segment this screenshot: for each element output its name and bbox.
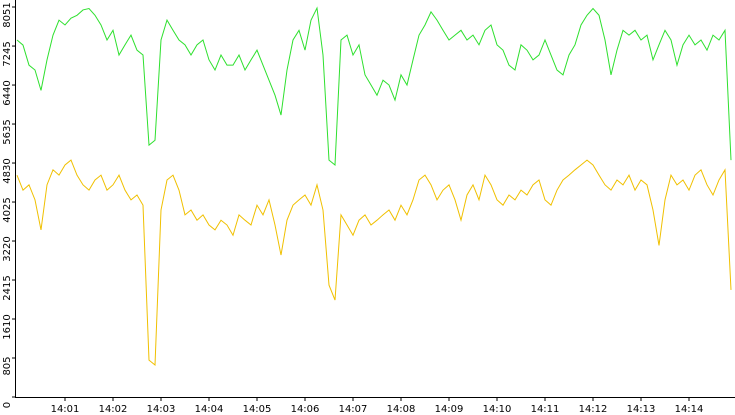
y-tick-label: 0	[2, 402, 13, 408]
x-tick-label: 14:07	[339, 404, 368, 415]
x-tick-label: 14:14	[675, 404, 704, 415]
x-tick-label: 14:03	[147, 404, 176, 415]
series-line	[16, 159, 732, 367]
x-tick-label: 14:05	[243, 404, 272, 415]
x-tick-label: 14:11	[531, 404, 560, 415]
y-tick-label: 2415	[2, 275, 13, 300]
x-tick-label: 14:04	[195, 404, 224, 415]
series-line	[16, 6, 732, 166]
y-tick-label: 805	[2, 356, 13, 375]
y-tick-label: 3220	[2, 236, 13, 261]
y-tick-label: 1610	[2, 314, 13, 339]
y-tick-label: 6440	[2, 80, 13, 105]
y-tick-label: 5635	[2, 119, 13, 144]
y-tick-label: 4830	[2, 158, 13, 183]
x-tick-label: 14:06	[291, 404, 320, 415]
x-tick-label: 14:02	[99, 404, 128, 415]
x-tick-label: 14:13	[627, 404, 656, 415]
x-tick-label: 14:12	[579, 404, 608, 415]
x-tick-label: 14:10	[483, 404, 512, 415]
y-tick-label: 7245	[2, 41, 13, 66]
y-tick-label: 4025	[2, 197, 13, 222]
y-tick-label: 8051	[2, 2, 13, 27]
x-tick-label: 14:08	[387, 404, 416, 415]
x-tick-label: 14:01	[51, 404, 80, 415]
x-tick-label: 14:09	[435, 404, 464, 415]
